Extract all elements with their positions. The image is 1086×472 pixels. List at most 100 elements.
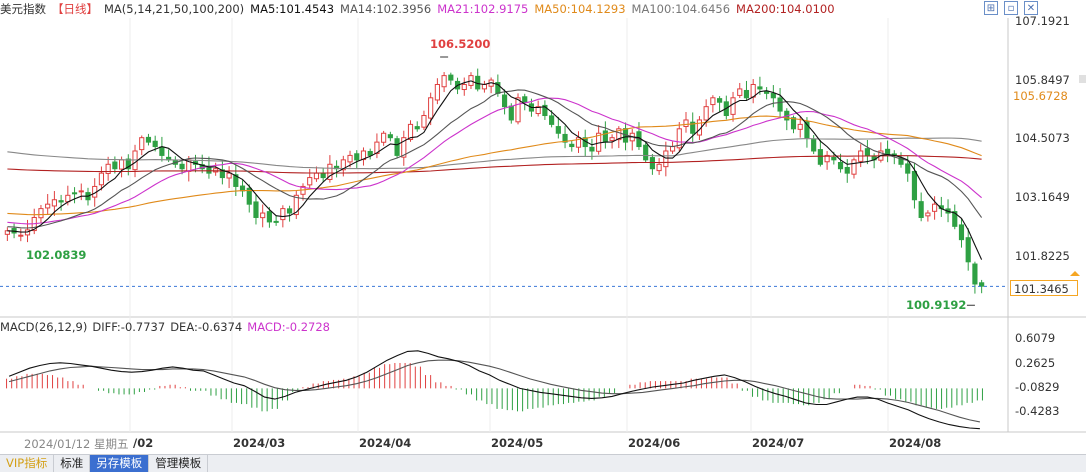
candle-body: [51, 199, 57, 207]
candle-body: [18, 234, 24, 237]
candle-body: [320, 172, 326, 179]
candle-body: [575, 137, 582, 148]
tab-save-template[interactable]: 另存模板: [90, 455, 150, 472]
candle-body: [340, 159, 346, 171]
low-annotation: 102.0839: [26, 248, 87, 262]
candle-body: [616, 128, 622, 141]
price-tick: 107.1921: [1015, 14, 1070, 28]
ma14-legend: MA14:102.3956: [340, 2, 432, 16]
ma-settings[interactable]: MA(5,14,21,50,100,200): [104, 2, 245, 16]
candle-body: [831, 157, 837, 161]
candle-body: [683, 119, 689, 128]
candle-body: [347, 154, 353, 163]
candle-body: [643, 144, 649, 161]
macd-name[interactable]: MACD(26,12,9): [0, 320, 88, 334]
price-tick: 103.1649: [1015, 190, 1070, 204]
candle-body: [273, 220, 279, 223]
macd-tick: -0.4283: [1015, 404, 1060, 418]
candle-body: [98, 172, 105, 186]
date-tick: 2024/08: [889, 436, 942, 450]
candle-body: [656, 163, 662, 172]
candle-body: [508, 105, 514, 121]
candle-body: [562, 133, 568, 143]
candle-body: [710, 97, 716, 106]
candle-body: [851, 159, 857, 175]
candle-body: [535, 106, 541, 115]
candle-body: [367, 150, 373, 156]
price-tick: 104.5073: [1015, 131, 1070, 145]
candle-body: [307, 177, 313, 186]
tab-vip-indicators[interactable]: VIP指标: [0, 455, 55, 472]
candle-body: [555, 126, 561, 134]
candle-body: [246, 187, 252, 205]
candle-body: [421, 115, 427, 128]
candle-body: [226, 172, 232, 179]
candle-body: [501, 94, 508, 108]
tab-manage-templates[interactable]: 管理模板: [149, 455, 209, 472]
candle-body: [119, 159, 125, 170]
expand-icon[interactable]: ⊞: [984, 1, 998, 15]
axis-scroll-handle[interactable]: [1079, 75, 1086, 83]
candle-body: [434, 83, 440, 101]
candle-body: [394, 138, 400, 156]
ma5-line: [7, 80, 983, 260]
high-annotation: 106.5200: [430, 37, 491, 51]
candle-body: [958, 224, 965, 241]
candle-body: [159, 146, 165, 156]
price-tick: 105.8497: [1015, 73, 1070, 87]
candle-body: [925, 212, 931, 217]
candle-body: [770, 92, 776, 99]
candle-body: [481, 83, 488, 90]
ma50-price-tag: 105.6728: [1013, 89, 1068, 103]
candle-body: [45, 203, 51, 209]
candle-body: [676, 128, 682, 149]
macd-tick: 0.6079: [1015, 331, 1056, 345]
candle-body: [690, 121, 696, 134]
candle-body: [139, 137, 145, 151]
candle-body: [78, 190, 84, 193]
last-price-arrow: [1070, 271, 1080, 276]
restore-icon[interactable]: ▫: [1004, 1, 1018, 15]
candle-body: [381, 132, 387, 143]
candle-body: [777, 97, 783, 112]
candle-body: [145, 136, 152, 143]
date-tick: 2024/04: [359, 436, 412, 450]
candle-body: [515, 97, 521, 123]
candle-body: [286, 208, 293, 214]
candle-body: [253, 201, 259, 218]
candle-body: [4, 230, 10, 235]
candle-body: [757, 86, 763, 90]
price-tick: 101.8225: [1015, 249, 1070, 263]
window-controls: ⊞ ▫ ✕: [984, 1, 1038, 15]
candle-body: [569, 143, 575, 148]
candle-body: [703, 106, 709, 121]
candle-body: [730, 97, 736, 115]
candle-body: [669, 146, 676, 152]
candle-body: [112, 161, 118, 170]
candle-body: [441, 75, 447, 88]
candle-body: [972, 263, 978, 285]
candle-body: [932, 203, 938, 212]
candle-body: [313, 172, 320, 180]
ma21-legend: MA21:102.9175: [437, 2, 529, 16]
candle-body: [864, 148, 870, 156]
candle-body: [266, 211, 272, 223]
date-tick: 2024/05: [491, 436, 544, 450]
candle-body: [905, 163, 911, 174]
date-tick: 2024/07: [752, 436, 805, 450]
candle-body: [549, 115, 555, 125]
close-icon[interactable]: ✕: [1024, 1, 1038, 15]
candle-body: [649, 157, 655, 170]
candle-body: [71, 192, 78, 195]
ma5-legend: MA5:101.4543: [250, 2, 335, 16]
macd-tick: 0.2625: [1015, 356, 1056, 370]
candle-body: [911, 170, 918, 201]
period-label[interactable]: 【日线】: [52, 2, 98, 16]
tab-standard[interactable]: 标准: [54, 455, 91, 472]
candle-body: [824, 154, 830, 163]
macd-legend: MACD(26,12,9) DIFF:-0.7737 DEA:-0.6374 MACD…: [0, 318, 335, 336]
ma14-line: [7, 89, 983, 229]
ma200-line: [7, 155, 982, 174]
candle-body: [898, 157, 904, 165]
